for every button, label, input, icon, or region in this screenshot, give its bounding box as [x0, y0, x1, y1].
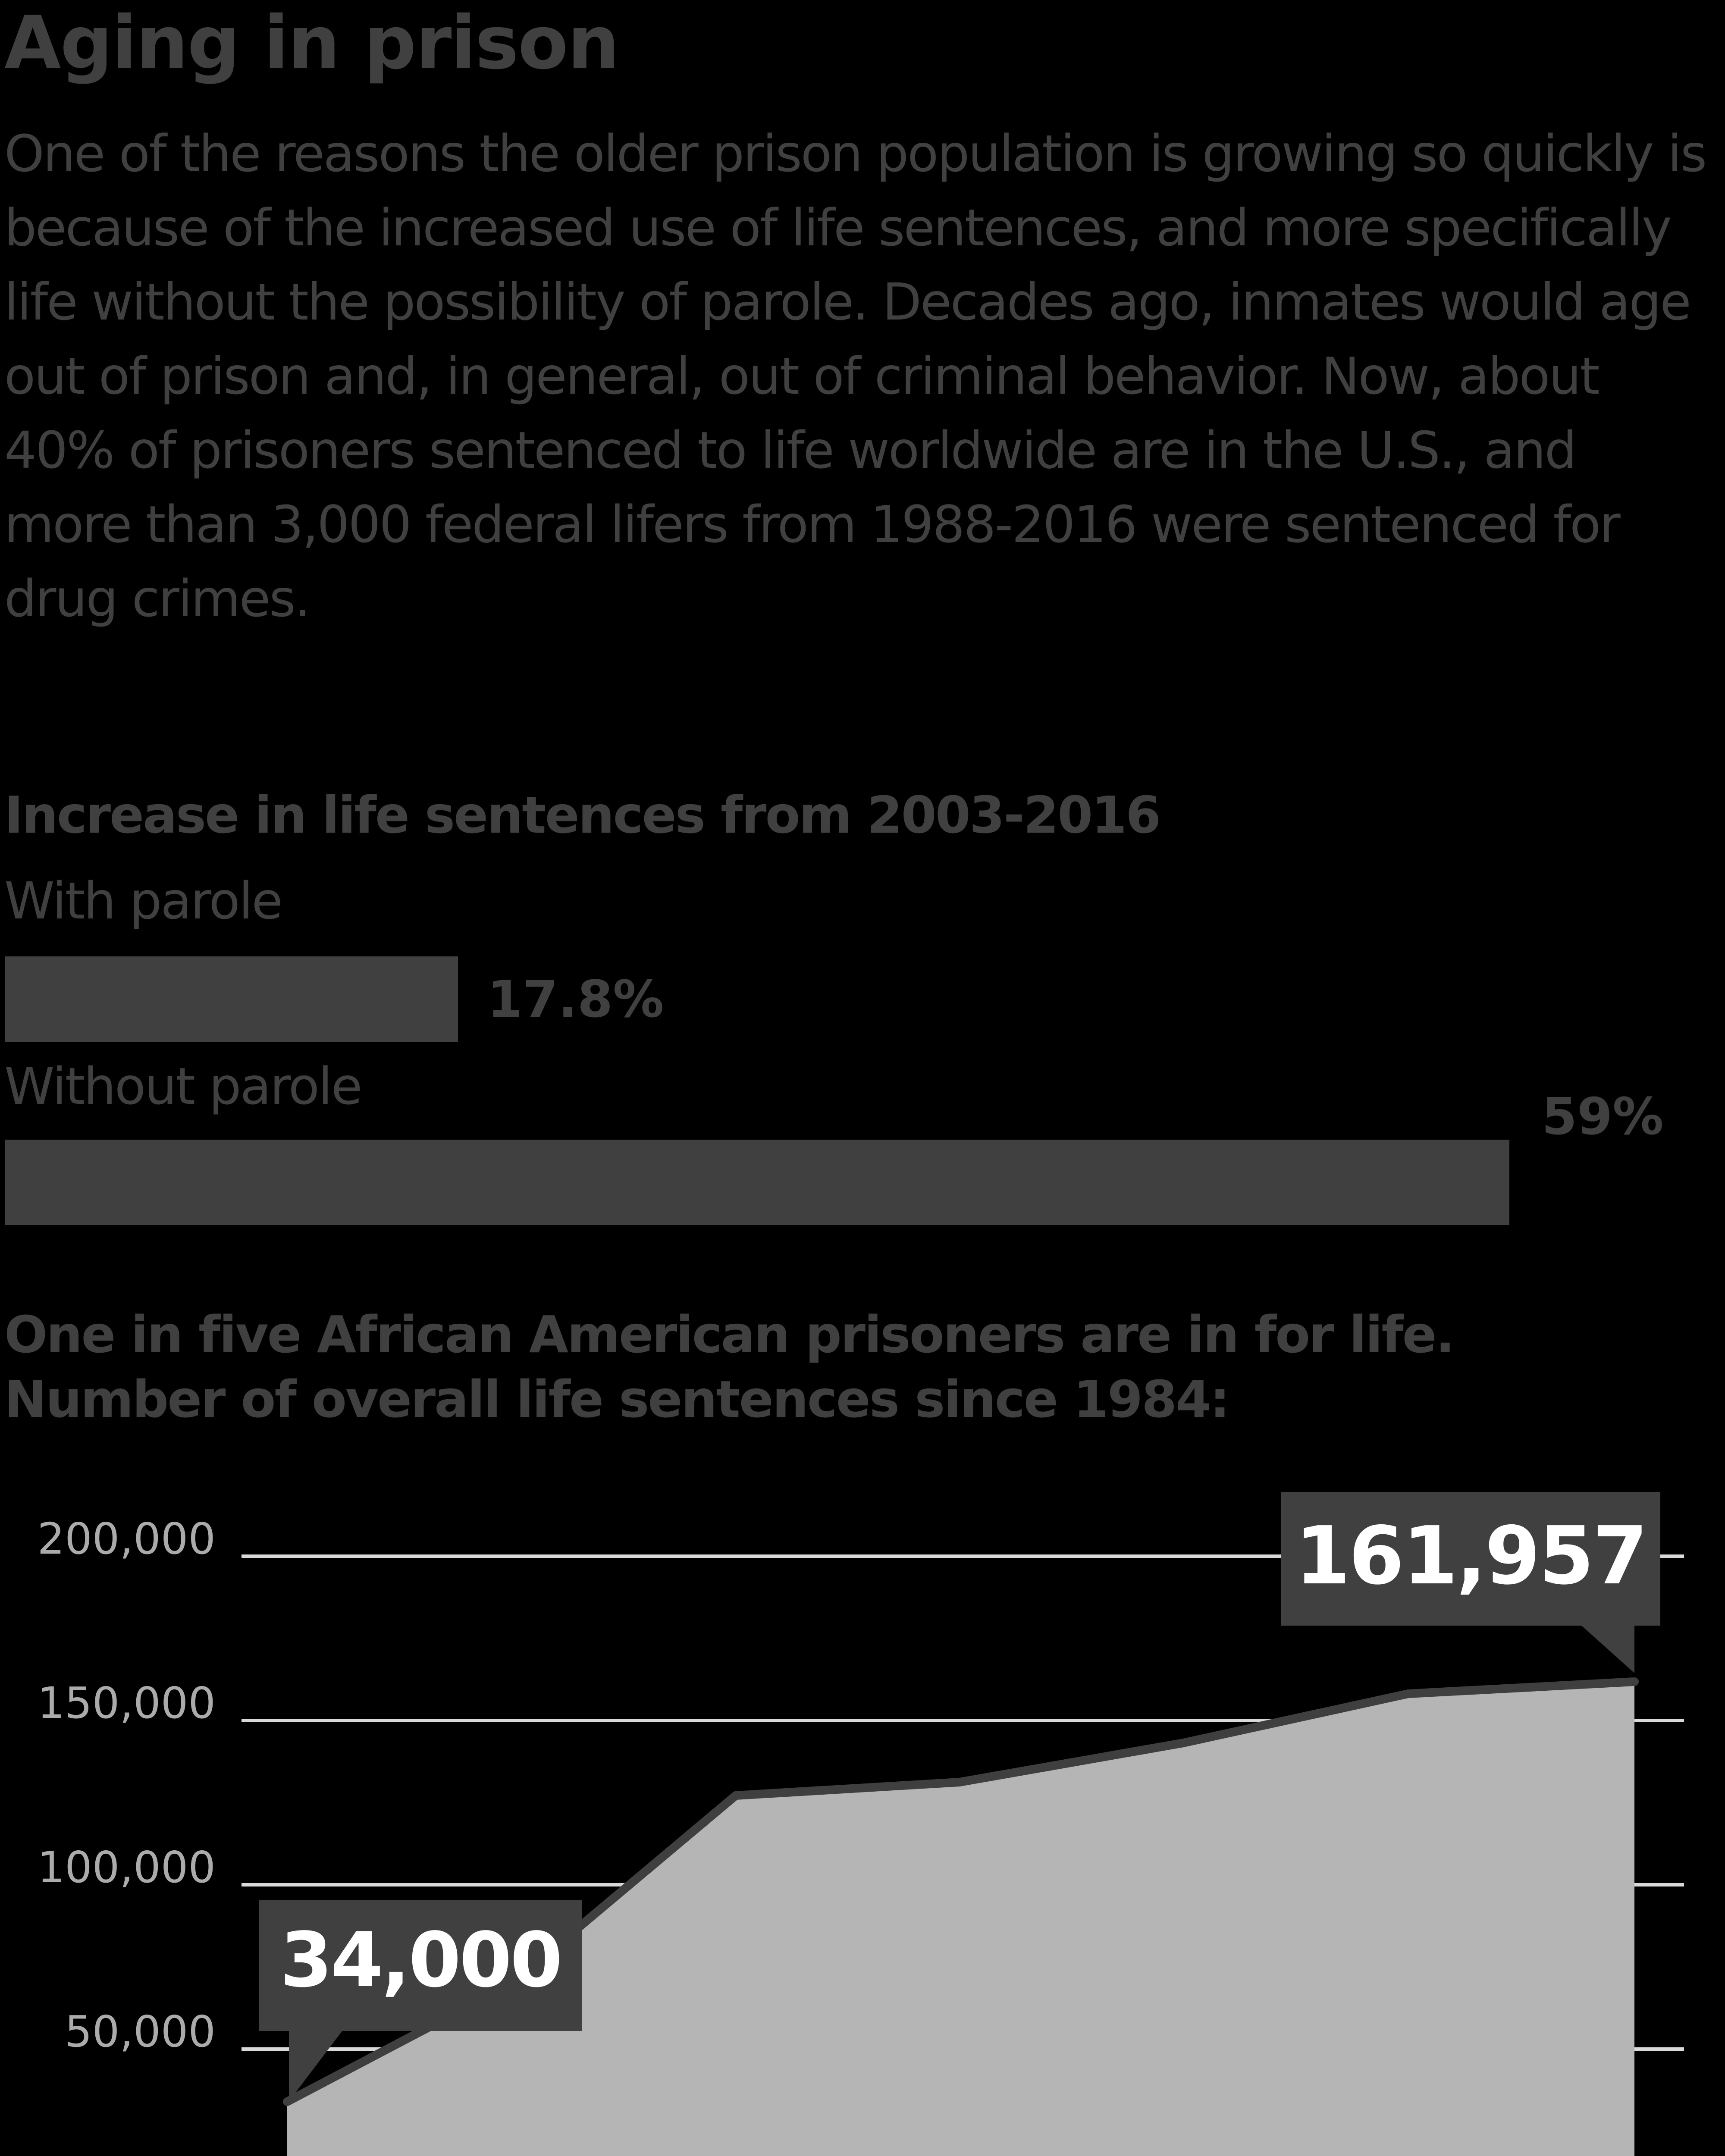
intro-paragraph: One of the reasons the older prison popu…	[4, 124, 1707, 628]
bar-value-with-parole: 17.8%	[487, 969, 664, 1029]
y-tick-100000: 100,000	[37, 1842, 216, 1893]
callout-start	[259, 1900, 582, 2101]
bar-chart-title: Increase in life sentences from 2003-201…	[4, 785, 1161, 845]
area-fill	[287, 1682, 1634, 2156]
bar-with-parole	[5, 956, 458, 1042]
y-tick-200000: 200,000	[37, 1514, 216, 1564]
page-title: Aging in prison	[4, 0, 620, 86]
y-tick-50000: 50,000	[65, 2006, 216, 2057]
callout-end	[1281, 1492, 1660, 1673]
callout-start-label: 34,000	[280, 1917, 562, 2004]
area-chart-title-line2: Number of overall life sentences since 1…	[4, 1369, 1230, 1429]
callout-end-label: 161,957	[1295, 1509, 1648, 1602]
bar-label-with-parole: With parole	[4, 871, 283, 931]
bar-label-without-parole: Without parole	[4, 1056, 362, 1116]
y-tick-150000: 150,000	[37, 1678, 216, 1728]
area-chart-title-line1: One in five African American prisoners a…	[4, 1305, 1455, 1364]
bar-without-parole	[5, 1140, 1509, 1225]
bar-value-without-parole: 59%	[1542, 1087, 1664, 1146]
